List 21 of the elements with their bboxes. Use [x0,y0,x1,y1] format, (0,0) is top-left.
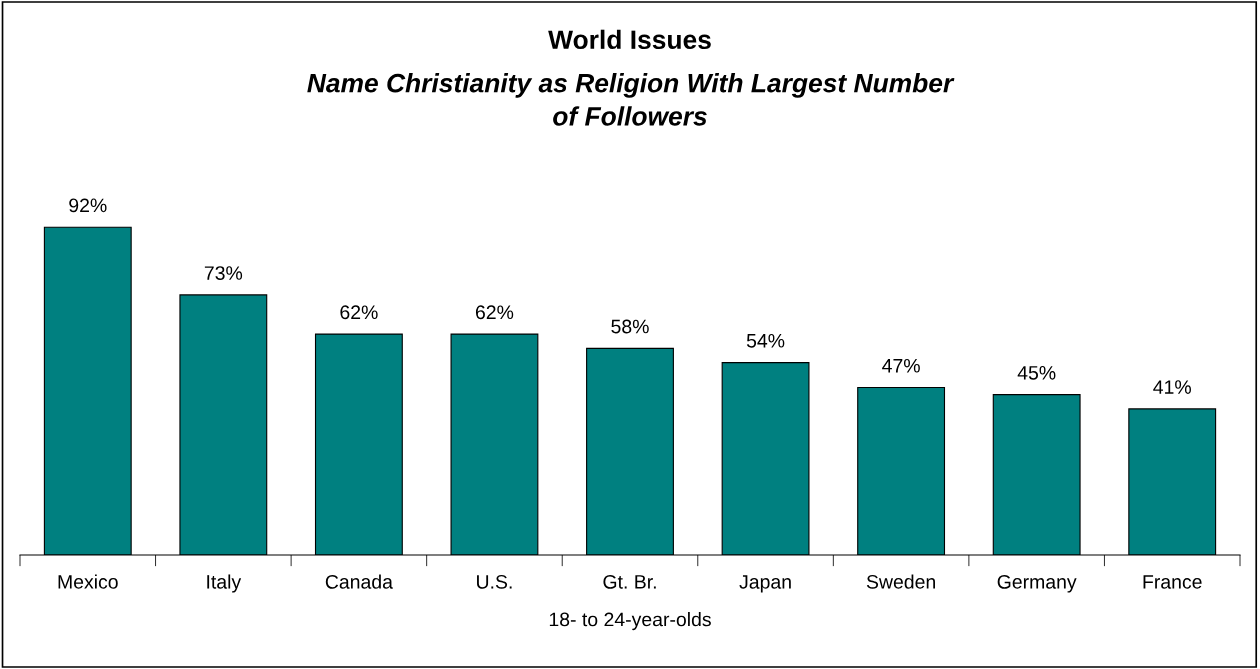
data-label: 41% [1153,380,1191,394]
x-tick-label: Gt. Br. [603,574,656,589]
x-tick-label: Italy [207,574,242,593]
x-tick-label: Mexico [58,574,118,589]
chart-title: World Issues [548,29,711,50]
x-tick-label: France [1143,575,1202,589]
x-tick-label: Canada [325,574,393,589]
chart-subtitle: Name Christianity as Religion With Largest Number of Followers [307,73,955,126]
data-label: 47% [882,358,920,373]
x-tick-label: Japan [739,575,791,593]
x-tick-label: Germany [997,574,1077,593]
x-tick-label: Sweden [866,574,935,589]
data-label: 58% [611,319,649,334]
data-label: 73% [204,266,243,280]
data-label: 62% [475,305,514,320]
x-tick-label: U.S. [477,574,512,589]
data-label: 92% [69,198,107,213]
data-label: 45% [1017,366,1056,380]
x-axis-title: 18- to 24-year-olds [549,612,711,631]
data-label: 54% [746,333,785,348]
data-label: 62% [340,305,378,320]
